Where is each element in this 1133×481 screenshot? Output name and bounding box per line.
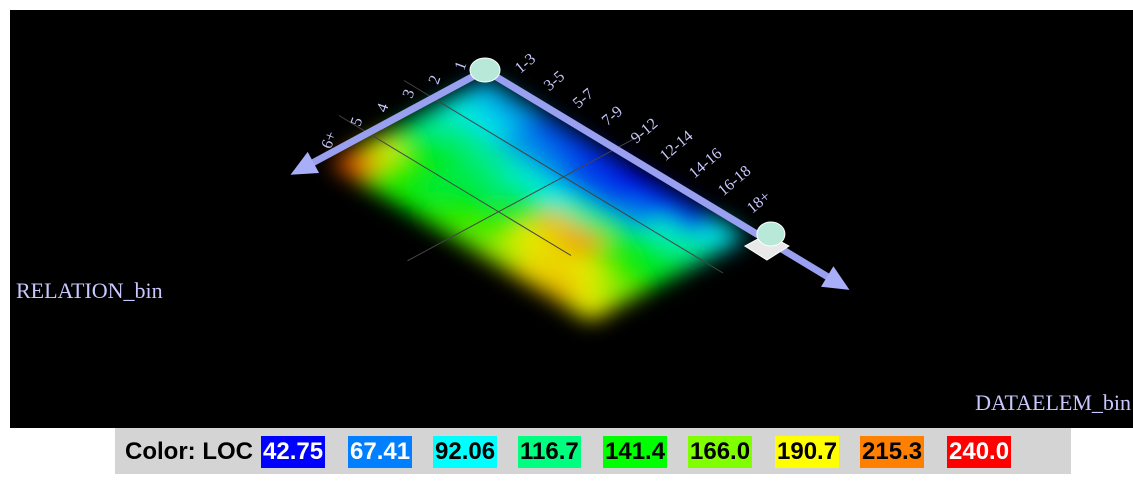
- y-tick-label: 6+: [319, 129, 341, 151]
- heatmap-cell: [691, 219, 747, 251]
- heatmap-cell: [532, 271, 588, 304]
- legend-swatch: 116.7: [518, 436, 581, 468]
- heatmap-cell: [381, 121, 437, 153]
- heatmap-cell: [526, 208, 582, 241]
- x-tick-label: 18+: [744, 188, 774, 217]
- x-tick-label: 3-5: [541, 68, 568, 95]
- heatmap-cell: [439, 156, 495, 188]
- x-tick-label: 16-18: [715, 163, 755, 200]
- legend-swatch: 240.0: [947, 436, 1012, 468]
- heatmap-cell: [358, 166, 414, 199]
- legend-swatch: 215.3: [860, 436, 925, 468]
- heatmap-cell: [442, 187, 498, 220]
- heatmap-cell: [578, 180, 634, 213]
- x-tick-label: 9-12: [628, 115, 661, 147]
- heatmap-cell: [494, 159, 550, 192]
- grid-line: [338, 115, 572, 256]
- legend-swatch: 166.0: [688, 436, 753, 468]
- heatmap-cell: [558, 257, 614, 290]
- heatmap-cell: [503, 254, 559, 286]
- heatmap-cell: [497, 191, 553, 223]
- axis-end-handle-icon[interactable]: [756, 221, 786, 247]
- heatmap-cell: [561, 289, 617, 321]
- x-axis-title: DATAELEM_bin: [975, 390, 1131, 415]
- heatmap-cell: [471, 205, 527, 237]
- heatmap-cell: [520, 145, 576, 178]
- heatmap-cell: [517, 114, 573, 146]
- heatmap-cell: [465, 142, 521, 174]
- legend-swatch: 67.41: [348, 436, 413, 468]
- heatmap-cell: [610, 229, 666, 262]
- heatmap-cell: [433, 93, 489, 125]
- heatmap-cell: [613, 261, 669, 293]
- x-tick-label: 14-16: [686, 145, 726, 182]
- legend-label: Color: LOC: [125, 438, 253, 465]
- heatmap-cell: [636, 215, 692, 248]
- heatmap-cell: [552, 194, 608, 227]
- heatmap-cell: [633, 184, 689, 216]
- heatmap-cell: [607, 198, 663, 230]
- heatmap-cell: [662, 201, 718, 234]
- heatmap-cell: [413, 170, 469, 202]
- heatmap-cell: [474, 236, 530, 269]
- heatmap-cell: [410, 138, 466, 171]
- heatmap-cell: [549, 163, 605, 195]
- x-tick-label: 5-7: [570, 85, 597, 112]
- heatmap-cell: [665, 233, 721, 265]
- legend-swatch: 190.7: [775, 436, 840, 468]
- y-tick-label: 1: [452, 59, 471, 72]
- color-legend: Color: LOC 42.75 67.41 92.06 116.7 141.4 166.…: [115, 428, 1071, 474]
- heatmap-cell: [436, 124, 492, 157]
- heatmap-cell: [468, 173, 524, 206]
- x-axis-arrow-arrowhead: [821, 266, 850, 290]
- y-tick-label: 3: [400, 87, 419, 100]
- heatmap-cell: [575, 149, 631, 181]
- heatmap-cell: [523, 177, 579, 209]
- heatmap-cell: [604, 166, 660, 199]
- y-tick-label: 5: [348, 115, 367, 128]
- y-tick-label: 2: [426, 73, 445, 86]
- heatmap-cell: [639, 247, 695, 279]
- heatmap-cell: [384, 152, 440, 185]
- heatmap-cell: [587, 275, 643, 307]
- y-axis-arrow-arrowhead: [290, 151, 320, 175]
- heatmap-cell: [462, 110, 518, 143]
- plot-viewport[interactable]: 1-3 3-5 5-7 7-9 9-12 12-14 14-16 16-18 18+ 1 2 3 4 5 6…: [10, 10, 1133, 428]
- heatmap-cell: [500, 222, 556, 255]
- heatmap-cell: [459, 79, 515, 111]
- heatmap-cell: [416, 201, 472, 234]
- heatmap-cell: [584, 243, 640, 276]
- origin-handle-icon[interactable]: [469, 57, 501, 83]
- y-tick-label: 4: [374, 101, 393, 114]
- x-tick-label: 7-9: [599, 103, 626, 130]
- heatmap-cell: [445, 219, 501, 251]
- x-tick-label: 1-3: [512, 50, 539, 77]
- heatmap-cell: [581, 212, 637, 244]
- grid-line: [407, 134, 642, 262]
- y-axis-title: RELATION_bin: [16, 278, 163, 303]
- heatmap-cell: [407, 107, 463, 139]
- heatmap-cell: [491, 128, 547, 160]
- heatmap-cell: [555, 226, 611, 258]
- heatmap-cell: [355, 135, 411, 167]
- heatmap-cell: [546, 131, 602, 164]
- legend-swatch: 42.75: [261, 436, 326, 468]
- heatmap-cell: [529, 240, 585, 272]
- x-tick-label: 12-14: [657, 128, 697, 165]
- legend-swatch: 141.4: [603, 436, 668, 468]
- heatmap-cell: [387, 184, 443, 216]
- legend-swatch: 92.06: [433, 436, 498, 468]
- y-axis-arrow: [309, 66, 489, 166]
- heatmap-cell: [329, 149, 385, 181]
- heatmap-cell: [488, 96, 544, 129]
